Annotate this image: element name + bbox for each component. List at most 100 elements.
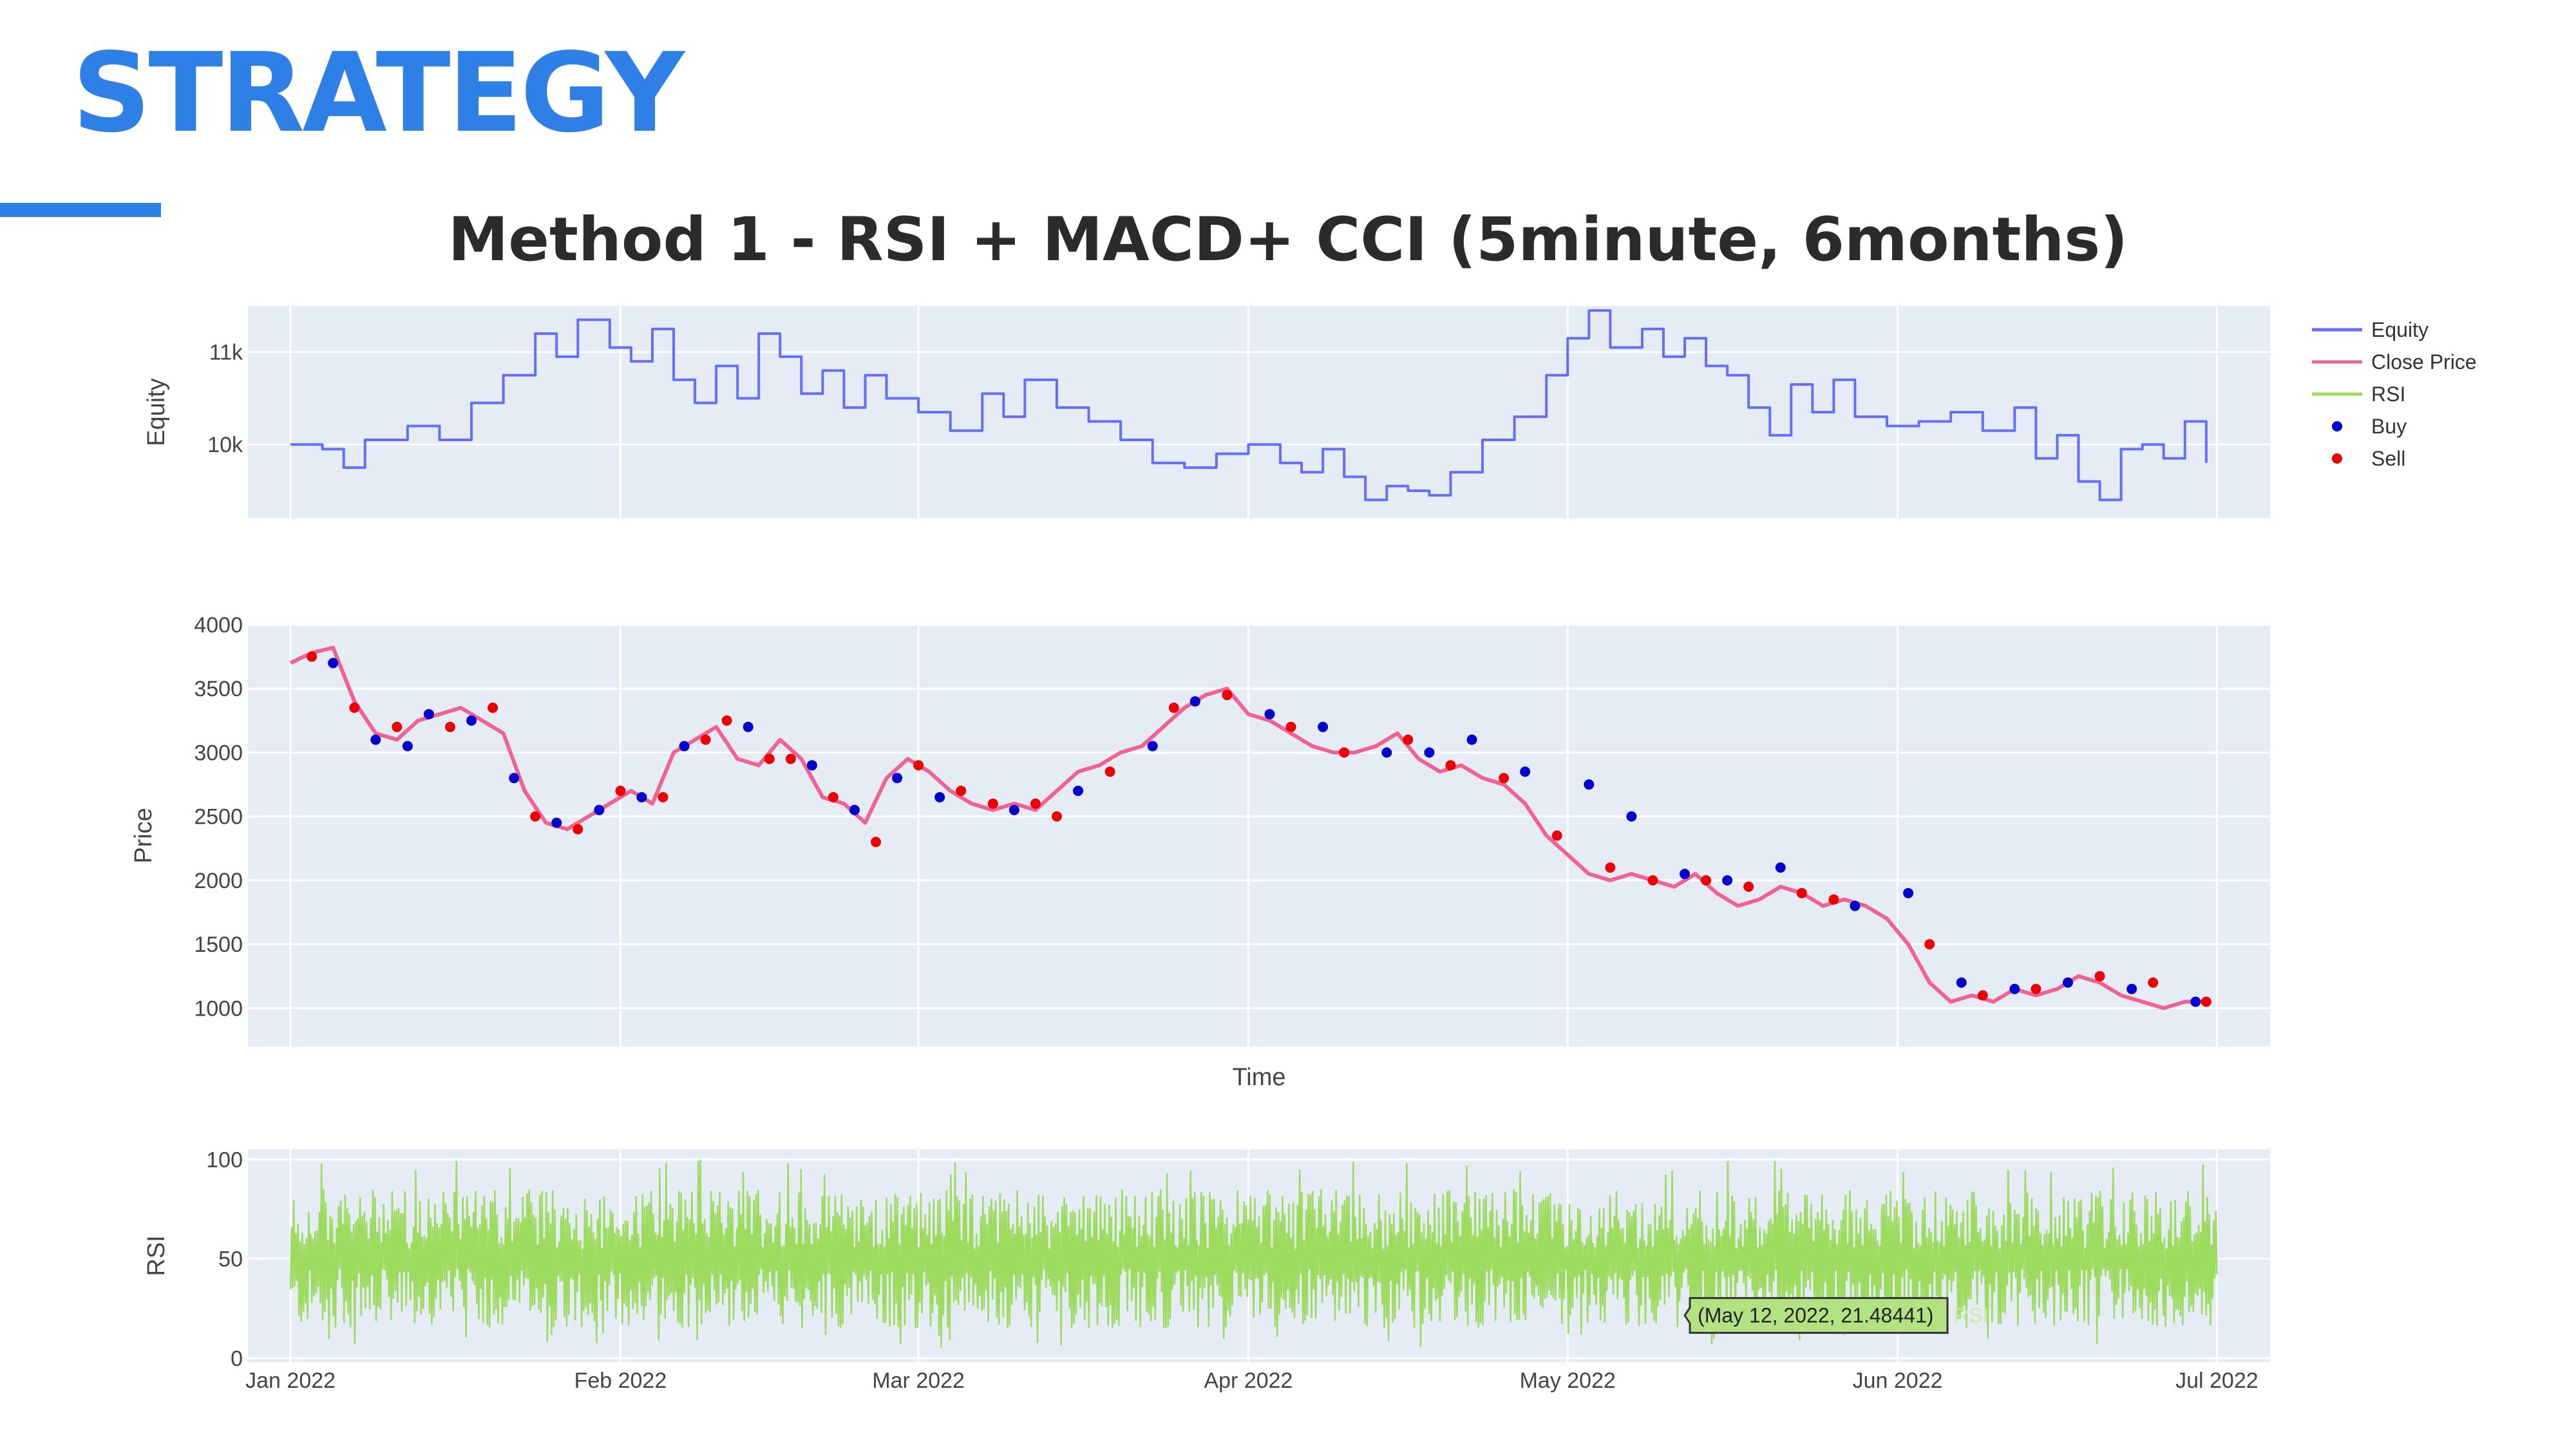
sell-marker bbox=[1339, 747, 1350, 758]
sell-marker bbox=[615, 786, 626, 797]
buy-marker bbox=[1680, 869, 1690, 880]
buy-marker bbox=[1381, 747, 1392, 758]
y-tick-label: 4000 bbox=[194, 613, 243, 638]
sell-marker bbox=[913, 760, 924, 771]
sell-marker bbox=[1701, 875, 1712, 886]
sell-marker bbox=[530, 811, 541, 822]
sell-marker bbox=[445, 721, 455, 732]
y-tick-label: 10k bbox=[207, 433, 243, 457]
hover-label-box bbox=[1683, 1297, 1949, 1334]
sell-marker bbox=[1551, 830, 1562, 841]
x-tick-label: Mar 2022 bbox=[872, 1368, 965, 1393]
hover-label-trace: RSI bbox=[1954, 1304, 1988, 1327]
series-close-price-line bbox=[289, 645, 2206, 1010]
sell-marker bbox=[2094, 971, 2105, 981]
y-tick-label: 1000 bbox=[194, 996, 243, 1021]
sell-marker bbox=[658, 791, 668, 802]
legend[interactable]: Equity Close Price RSI Buy Sell bbox=[2312, 318, 2477, 470]
buy-marker bbox=[1189, 696, 1200, 707]
legend-item-buy[interactable]: Buy bbox=[2332, 415, 2407, 438]
data-traces bbox=[289, 309, 2218, 1348]
sell-marker bbox=[764, 753, 775, 764]
sell-marker bbox=[721, 715, 732, 726]
sell-marker bbox=[956, 786, 967, 797]
y-tick-label: 3500 bbox=[194, 677, 243, 701]
legend-item-sell[interactable]: Sell bbox=[2332, 447, 2405, 470]
buy-marker bbox=[1626, 811, 1637, 822]
legend-dot-symbol bbox=[2332, 453, 2342, 464]
plot-area-equity bbox=[248, 306, 2270, 518]
buy-marker bbox=[849, 804, 860, 815]
buy-marker bbox=[551, 817, 562, 828]
y-tick-label: 2500 bbox=[194, 805, 243, 829]
sell-marker bbox=[1499, 773, 1510, 784]
buy-marker bbox=[1850, 900, 1861, 911]
buy-marker bbox=[1147, 741, 1158, 752]
sell-marker bbox=[1445, 760, 1456, 771]
sell-marker bbox=[573, 824, 583, 835]
y-axis-title-rsi: RSI bbox=[143, 1235, 170, 1276]
buy-marker bbox=[743, 721, 753, 732]
sell-marker bbox=[2031, 983, 2041, 994]
legend-item-equity[interactable]: Equity bbox=[2312, 318, 2429, 341]
legend-label: Equity bbox=[2371, 318, 2429, 341]
buy-marker bbox=[328, 658, 339, 668]
buy-marker bbox=[1903, 887, 1914, 898]
sell-marker bbox=[1222, 690, 1233, 701]
buy-marker bbox=[2190, 996, 2201, 1007]
buy-marker bbox=[370, 734, 381, 745]
buy-marker bbox=[1264, 708, 1275, 719]
x-tick-label: Jun 2022 bbox=[1853, 1368, 1943, 1393]
sell-marker bbox=[307, 651, 317, 662]
sell-marker bbox=[1403, 734, 1414, 745]
buy-marker bbox=[1466, 734, 1477, 745]
y-axis-title-price: Price bbox=[130, 808, 157, 864]
sell-marker bbox=[1647, 875, 1658, 886]
y-tick-label: 0 bbox=[231, 1347, 243, 1371]
y-tick-label: 1500 bbox=[194, 933, 243, 957]
sell-marker bbox=[488, 703, 498, 714]
legend-item-rsi[interactable]: RSI bbox=[2312, 383, 2405, 406]
buy-marker bbox=[594, 804, 605, 815]
sell-marker bbox=[1285, 721, 1296, 732]
buy-marker bbox=[1722, 875, 1733, 886]
sell-marker bbox=[700, 734, 711, 745]
buy-marker bbox=[1009, 804, 1019, 815]
sell-marker bbox=[785, 753, 796, 764]
sell-marker bbox=[1743, 881, 1754, 892]
buy-marker bbox=[1584, 779, 1595, 790]
buy-marker bbox=[1775, 862, 1786, 873]
buy-marker bbox=[402, 741, 413, 752]
legend-dot-symbol bbox=[2332, 421, 2342, 431]
title-accent-bar bbox=[0, 203, 161, 217]
buy-marker bbox=[934, 791, 945, 802]
sell-marker bbox=[392, 721, 402, 732]
buy-marker bbox=[509, 773, 520, 784]
sell-marker bbox=[349, 703, 360, 714]
sell-marker bbox=[1605, 862, 1616, 873]
series-equity-line bbox=[290, 309, 2208, 502]
sell-marker bbox=[1796, 887, 1807, 898]
x-axis-title: Time bbox=[1232, 1064, 1285, 1091]
axes: Jan 2022 Feb 2022 Mar 2022 Apr 2022 May 2022… bbox=[130, 341, 2259, 1393]
sell-marker bbox=[1828, 894, 1839, 905]
hover-tooltip: (May 12, 2022, 21.48441) RSI bbox=[1683, 1297, 1988, 1334]
legend-item-close-price[interactable]: Close Price bbox=[2312, 350, 2477, 374]
buy-marker bbox=[1424, 747, 1435, 758]
buy-marker bbox=[636, 791, 647, 802]
gridlines bbox=[248, 306, 2270, 1362]
y-tick-label: 50 bbox=[218, 1247, 243, 1272]
legend-label: RSI bbox=[2371, 383, 2405, 406]
sell-marker bbox=[871, 837, 882, 848]
x-tick-label: May 2022 bbox=[1520, 1368, 1616, 1393]
sell-marker bbox=[2148, 977, 2159, 988]
hover-label-text: (May 12, 2022, 21.48441) bbox=[1698, 1304, 1933, 1327]
hover-label: (May 12, 2022, 21.48441) RSI bbox=[1683, 1297, 1988, 1334]
legend-label: Close Price bbox=[2371, 350, 2477, 374]
buy-marker bbox=[1956, 977, 1967, 988]
buy-marker bbox=[2063, 977, 2073, 988]
x-tick-label: Jul 2022 bbox=[2175, 1368, 2259, 1393]
y-tick-label: 11k bbox=[209, 341, 243, 365]
buy-marker bbox=[806, 760, 817, 771]
